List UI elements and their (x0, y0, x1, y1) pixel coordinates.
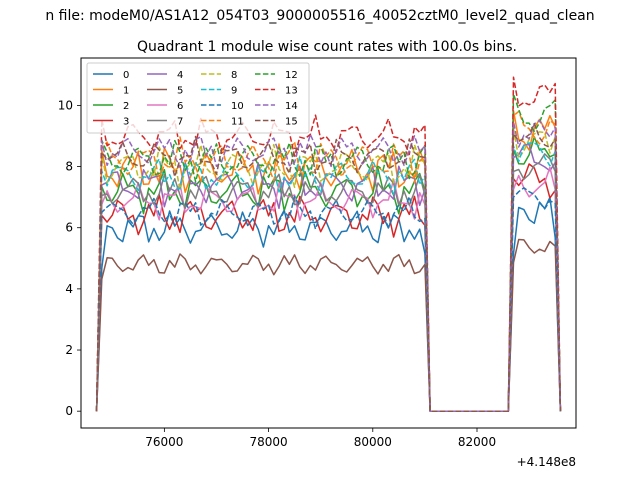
legend-label-2: 2 (123, 101, 129, 112)
y-tick-label: 10 (58, 98, 73, 112)
legend-label-9: 9 (231, 86, 237, 97)
axes-frame (80, 57, 577, 429)
series-line-10 (95, 187, 562, 412)
legend-label-6: 6 (177, 101, 183, 112)
legend-label-12: 12 (285, 70, 298, 81)
legend-label-13: 13 (285, 86, 298, 97)
x-tick-label: 80000 (354, 435, 392, 449)
legend-label-4: 4 (177, 70, 183, 81)
legend-label-15: 15 (285, 117, 298, 128)
figure-suptitle: n file: modeM0/AS1A12_054T03_9000005516_… (45, 8, 594, 24)
series-line-15 (95, 122, 562, 412)
y-tick-label: 4 (65, 282, 73, 296)
y-tick-label: 2 (65, 343, 73, 357)
legend-label-14: 14 (285, 101, 298, 112)
x-offset-label: +4.148e8 (517, 455, 576, 469)
legend-label-8: 8 (231, 70, 237, 81)
y-tick-label: 8 (65, 160, 73, 174)
y-tick-label: 6 (65, 221, 73, 235)
chart-title: Quadrant 1 module wise count rates with … (137, 39, 517, 55)
series-line-5 (95, 238, 562, 412)
x-tick-label: 82000 (458, 435, 496, 449)
legend-label-5: 5 (177, 86, 183, 97)
legend-label-11: 11 (231, 117, 244, 128)
x-tick-label: 76000 (145, 435, 183, 449)
y-tick-label: 0 (65, 404, 73, 418)
x-axis: 76000 78000 80000 82000 (145, 428, 496, 449)
legend-label-0: 0 (123, 70, 129, 81)
legend-label-10: 10 (231, 101, 244, 112)
series-line-0 (95, 196, 562, 412)
legend-label-1: 1 (123, 86, 129, 97)
y-axis: 0 2 4 6 8 10 (58, 98, 81, 418)
legend-label-7: 7 (177, 117, 183, 128)
series-line-14 (95, 119, 562, 412)
series-layer (95, 76, 562, 412)
legend-box (86, 62, 310, 134)
series-line-7 (95, 153, 562, 412)
legend-label-3: 3 (123, 117, 129, 128)
x-tick-label: 78000 (249, 435, 287, 449)
